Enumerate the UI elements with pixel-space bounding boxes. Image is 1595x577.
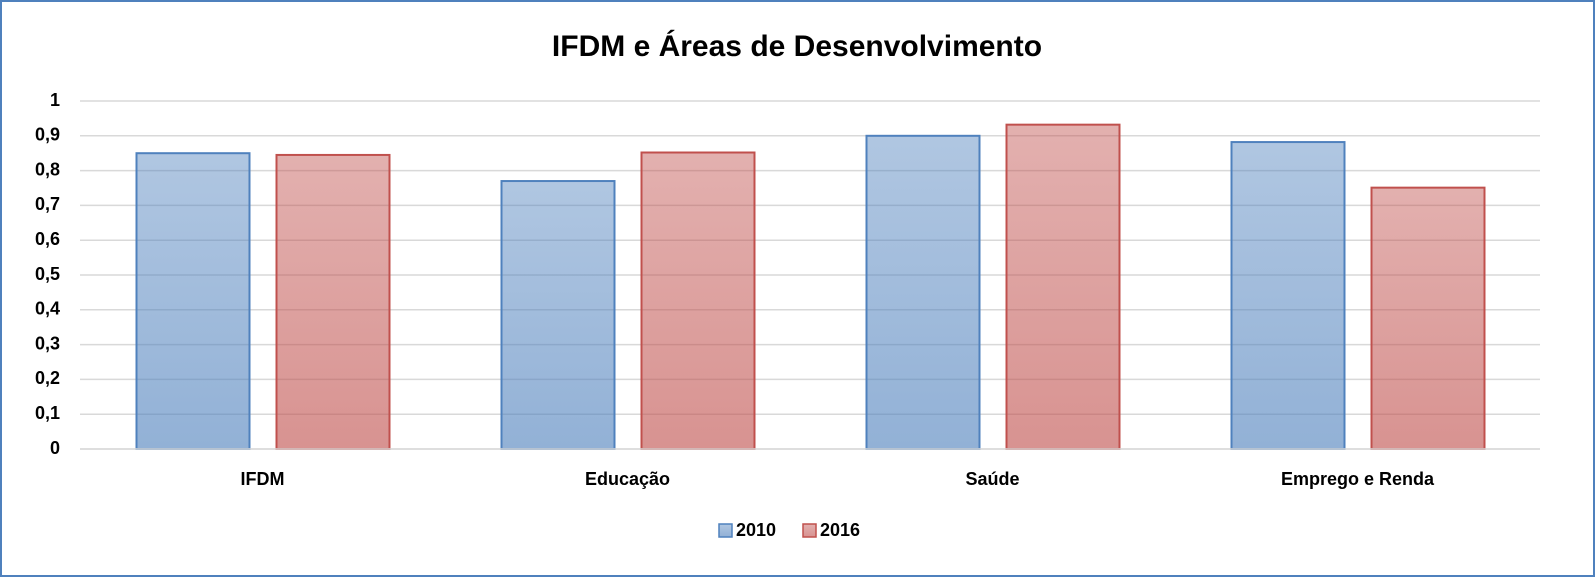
y-tick-label: 0,5 xyxy=(35,264,60,284)
x-tick-label: IFDM xyxy=(241,469,285,489)
x-tick-label: Educação xyxy=(585,469,670,489)
bar xyxy=(1005,123,1121,450)
x-tick-label: Saúde xyxy=(965,469,1019,489)
y-tick-label: 0,3 xyxy=(35,333,60,353)
bar xyxy=(500,180,616,450)
y-tick-label: 1 xyxy=(50,90,60,110)
y-tick-label: 0,7 xyxy=(35,194,60,214)
legend-swatch xyxy=(802,523,817,538)
bar xyxy=(135,152,251,450)
legend-label: 2016 xyxy=(820,520,860,540)
y-tick-label: 0,2 xyxy=(35,368,60,388)
bar xyxy=(640,151,756,450)
bar xyxy=(1370,186,1486,450)
chart-title: IFDM e Áreas de Desenvolvimento xyxy=(552,29,1042,63)
y-tick-label: 0,8 xyxy=(35,159,60,179)
x-tick-label: Emprego e Renda xyxy=(1281,469,1435,489)
legend-label: 2010 xyxy=(736,520,776,540)
y-tick-label: 0,4 xyxy=(35,299,60,319)
bar xyxy=(275,153,391,450)
y-tick-label: 0,1 xyxy=(35,403,60,423)
y-tick-label: 0,9 xyxy=(35,125,60,145)
bar xyxy=(865,134,981,451)
y-tick-label: 0,6 xyxy=(35,229,60,249)
legend-swatch xyxy=(718,523,733,538)
bar xyxy=(1230,141,1346,450)
y-tick-label: 0 xyxy=(50,438,60,458)
